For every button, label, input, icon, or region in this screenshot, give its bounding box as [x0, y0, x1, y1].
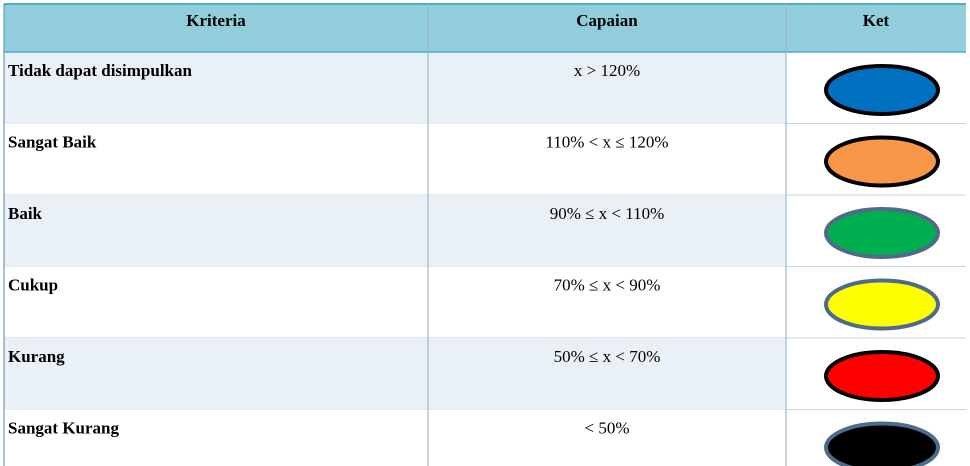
capaian: < 50% [585, 418, 630, 437]
ket-indicator [824, 64, 940, 116]
capaian: 110% < x ≤ 120% [545, 132, 668, 151]
kriteria: Cukup [8, 275, 58, 294]
kriteria: Tidak dapat disimpulkan [8, 61, 192, 80]
row-bg [4, 123, 786, 195]
capaian: x > 120% [574, 61, 640, 80]
header-cell: Ket [863, 11, 890, 30]
row-bg [4, 338, 786, 410]
kriteria: Sangat Baik [8, 132, 97, 151]
kriteria: Sangat Kurang [8, 418, 119, 437]
ket-indicator [824, 278, 940, 331]
kriteria: Baik [8, 204, 43, 223]
header-cell: Capaian [576, 11, 638, 30]
kriteria: Kurang [8, 347, 65, 366]
header-cell: Kriteria [186, 11, 246, 30]
header-bg [4, 4, 966, 52]
capaian: 90% ≤ x < 110% [550, 204, 665, 223]
ket-indicator [824, 135, 940, 188]
row-bg [4, 409, 786, 466]
ket-indicator [824, 207, 940, 259]
ket-indicator [824, 421, 940, 466]
row-bg [4, 266, 786, 338]
row-bg [4, 195, 786, 267]
capaian: 50% ≤ x < 70% [554, 347, 661, 366]
ket-indicator [824, 350, 940, 402]
capaian: 70% ≤ x < 90% [554, 275, 661, 294]
row-bg [4, 52, 786, 124]
